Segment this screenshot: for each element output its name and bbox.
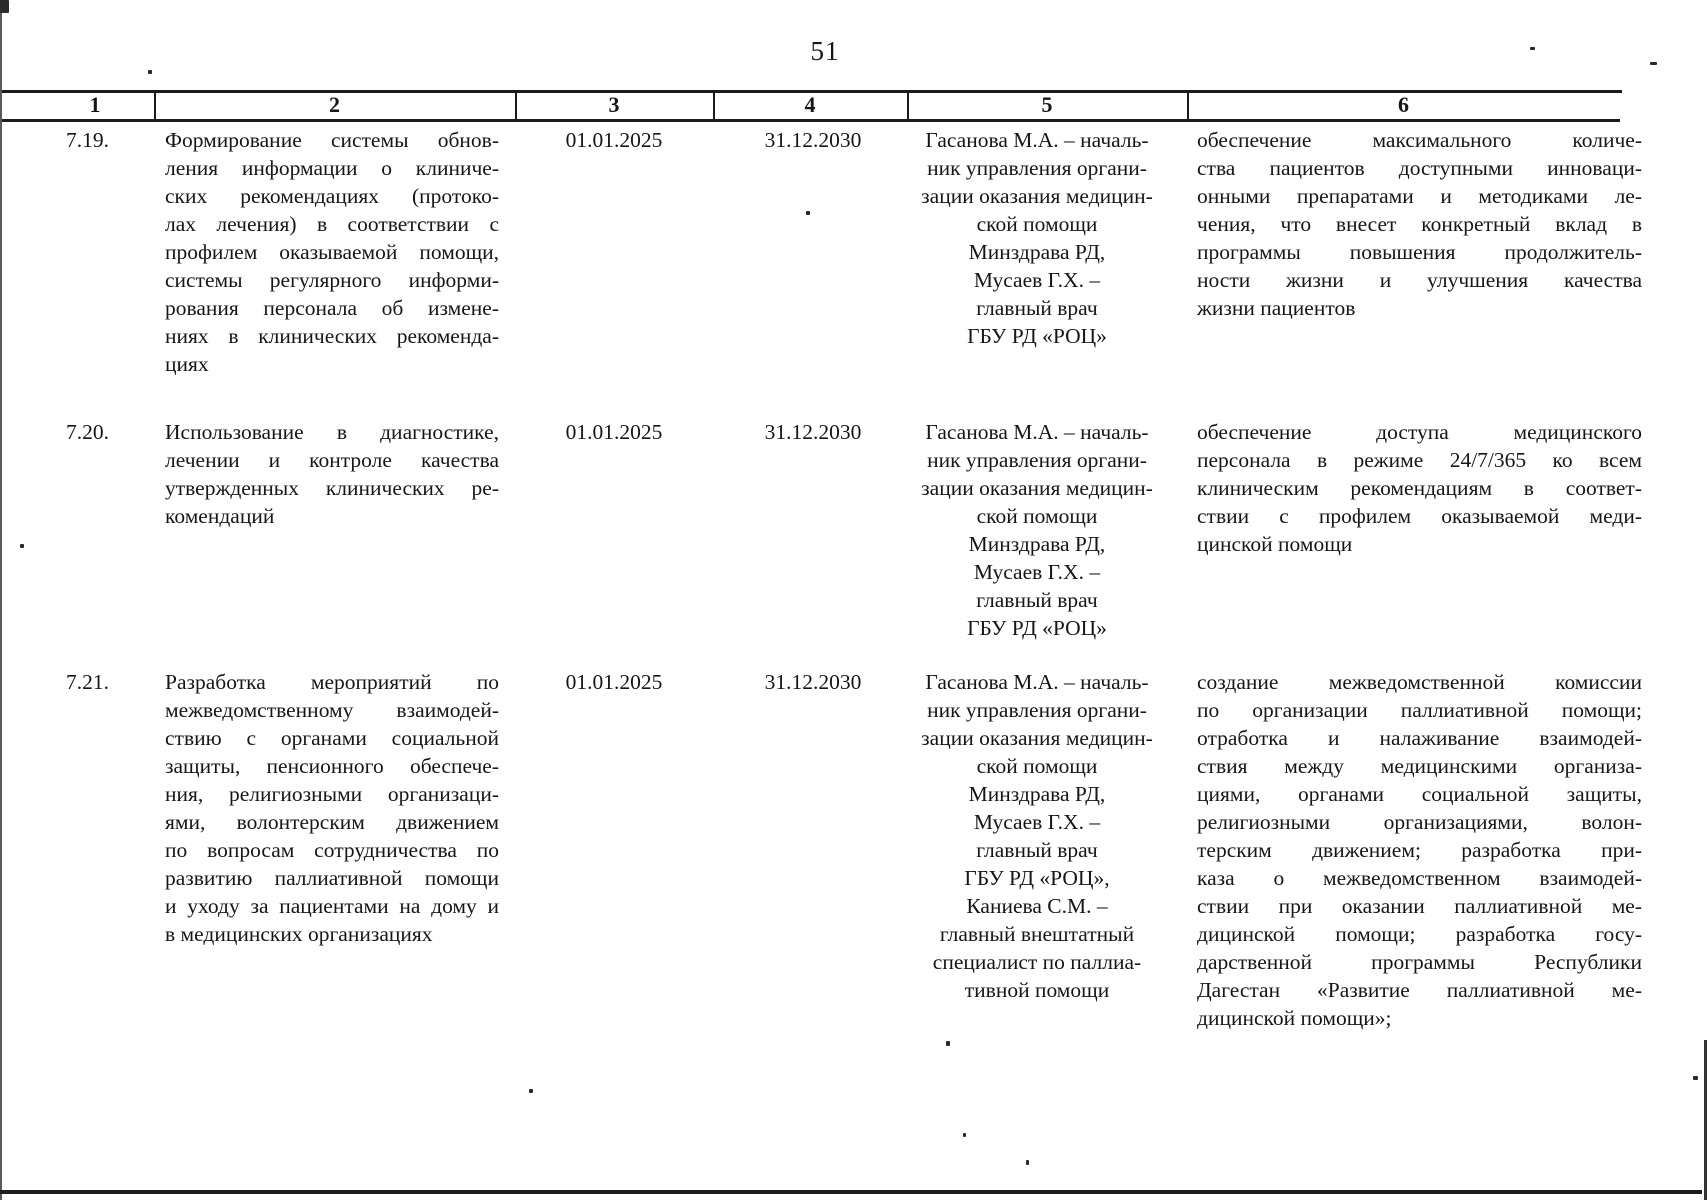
- table-header-bottom-border: [0, 119, 1620, 122]
- responsible-cell: Гасанова М.А. – началь-ник управления ор…: [921, 128, 1153, 348]
- responsible-cell: Гасанова М.А. – началь-ник управления ор…: [921, 420, 1153, 640]
- column-header-3: 3: [608, 92, 620, 117]
- column-header-2: 2: [329, 92, 340, 117]
- end-date-cell: 31.12.2030: [764, 420, 862, 444]
- column-divider: [154, 90, 156, 122]
- column-header-6: 6: [1398, 92, 1409, 117]
- column-divider: [515, 90, 517, 122]
- activity-cell: Разработка мероприятий по межведомственно…: [165, 670, 499, 946]
- scan-artifact: [946, 1041, 950, 1046]
- start-date-cell: 01.01.2025: [565, 420, 663, 444]
- scan-artifact: [1650, 62, 1657, 65]
- scan-artifact: [148, 70, 152, 74]
- table-header-top-border: [0, 90, 1622, 93]
- expected-result-cell: создание межведомственной комиссии по орг…: [1197, 670, 1642, 1030]
- column-divider: [907, 90, 909, 122]
- scan-artifact: [20, 544, 24, 548]
- column-divider: [1187, 90, 1189, 122]
- end-date-cell: 31.12.2030: [764, 670, 862, 694]
- start-date-cell: 01.01.2025: [565, 128, 663, 152]
- expected-result-cell: обеспечение максимального количе-ства па…: [1197, 128, 1642, 320]
- page-number: 51: [810, 36, 840, 66]
- row-number: 7.21.: [66, 670, 109, 694]
- responsible-cell: Гасанова М.А. – началь-ник управления ор…: [921, 670, 1153, 1002]
- column-divider: [713, 90, 715, 122]
- scan-artifact: [963, 1133, 966, 1137]
- activity-cell: Использование в диагностике, лечении и ко…: [165, 420, 499, 528]
- scan-artifact: [806, 211, 810, 215]
- column-header-4: 4: [804, 92, 816, 117]
- column-header-1: 1: [89, 92, 101, 117]
- scan-artifact: [529, 1089, 533, 1093]
- scan-artifact: [0, 0, 9, 13]
- scan-left-edge: [0, 0, 2, 1200]
- scan-artifact: [1026, 1160, 1029, 1165]
- scan-artifact: [1693, 1076, 1698, 1080]
- end-date-cell: 31.12.2030: [764, 128, 862, 152]
- expected-result-cell: обеспечение доступа медицинского персонал…: [1197, 420, 1642, 556]
- start-date-cell: 01.01.2025: [565, 670, 663, 694]
- row-number: 7.20.: [66, 420, 109, 444]
- scan-right-edge: [1704, 1040, 1707, 1200]
- scan-bottom-edge: [0, 1190, 1702, 1194]
- column-header-5: 5: [1041, 92, 1053, 117]
- scan-artifact: [1530, 47, 1535, 50]
- activity-cell: Формирование системы обнов-ления информа…: [165, 128, 499, 376]
- row-number: 7.19.: [66, 128, 109, 152]
